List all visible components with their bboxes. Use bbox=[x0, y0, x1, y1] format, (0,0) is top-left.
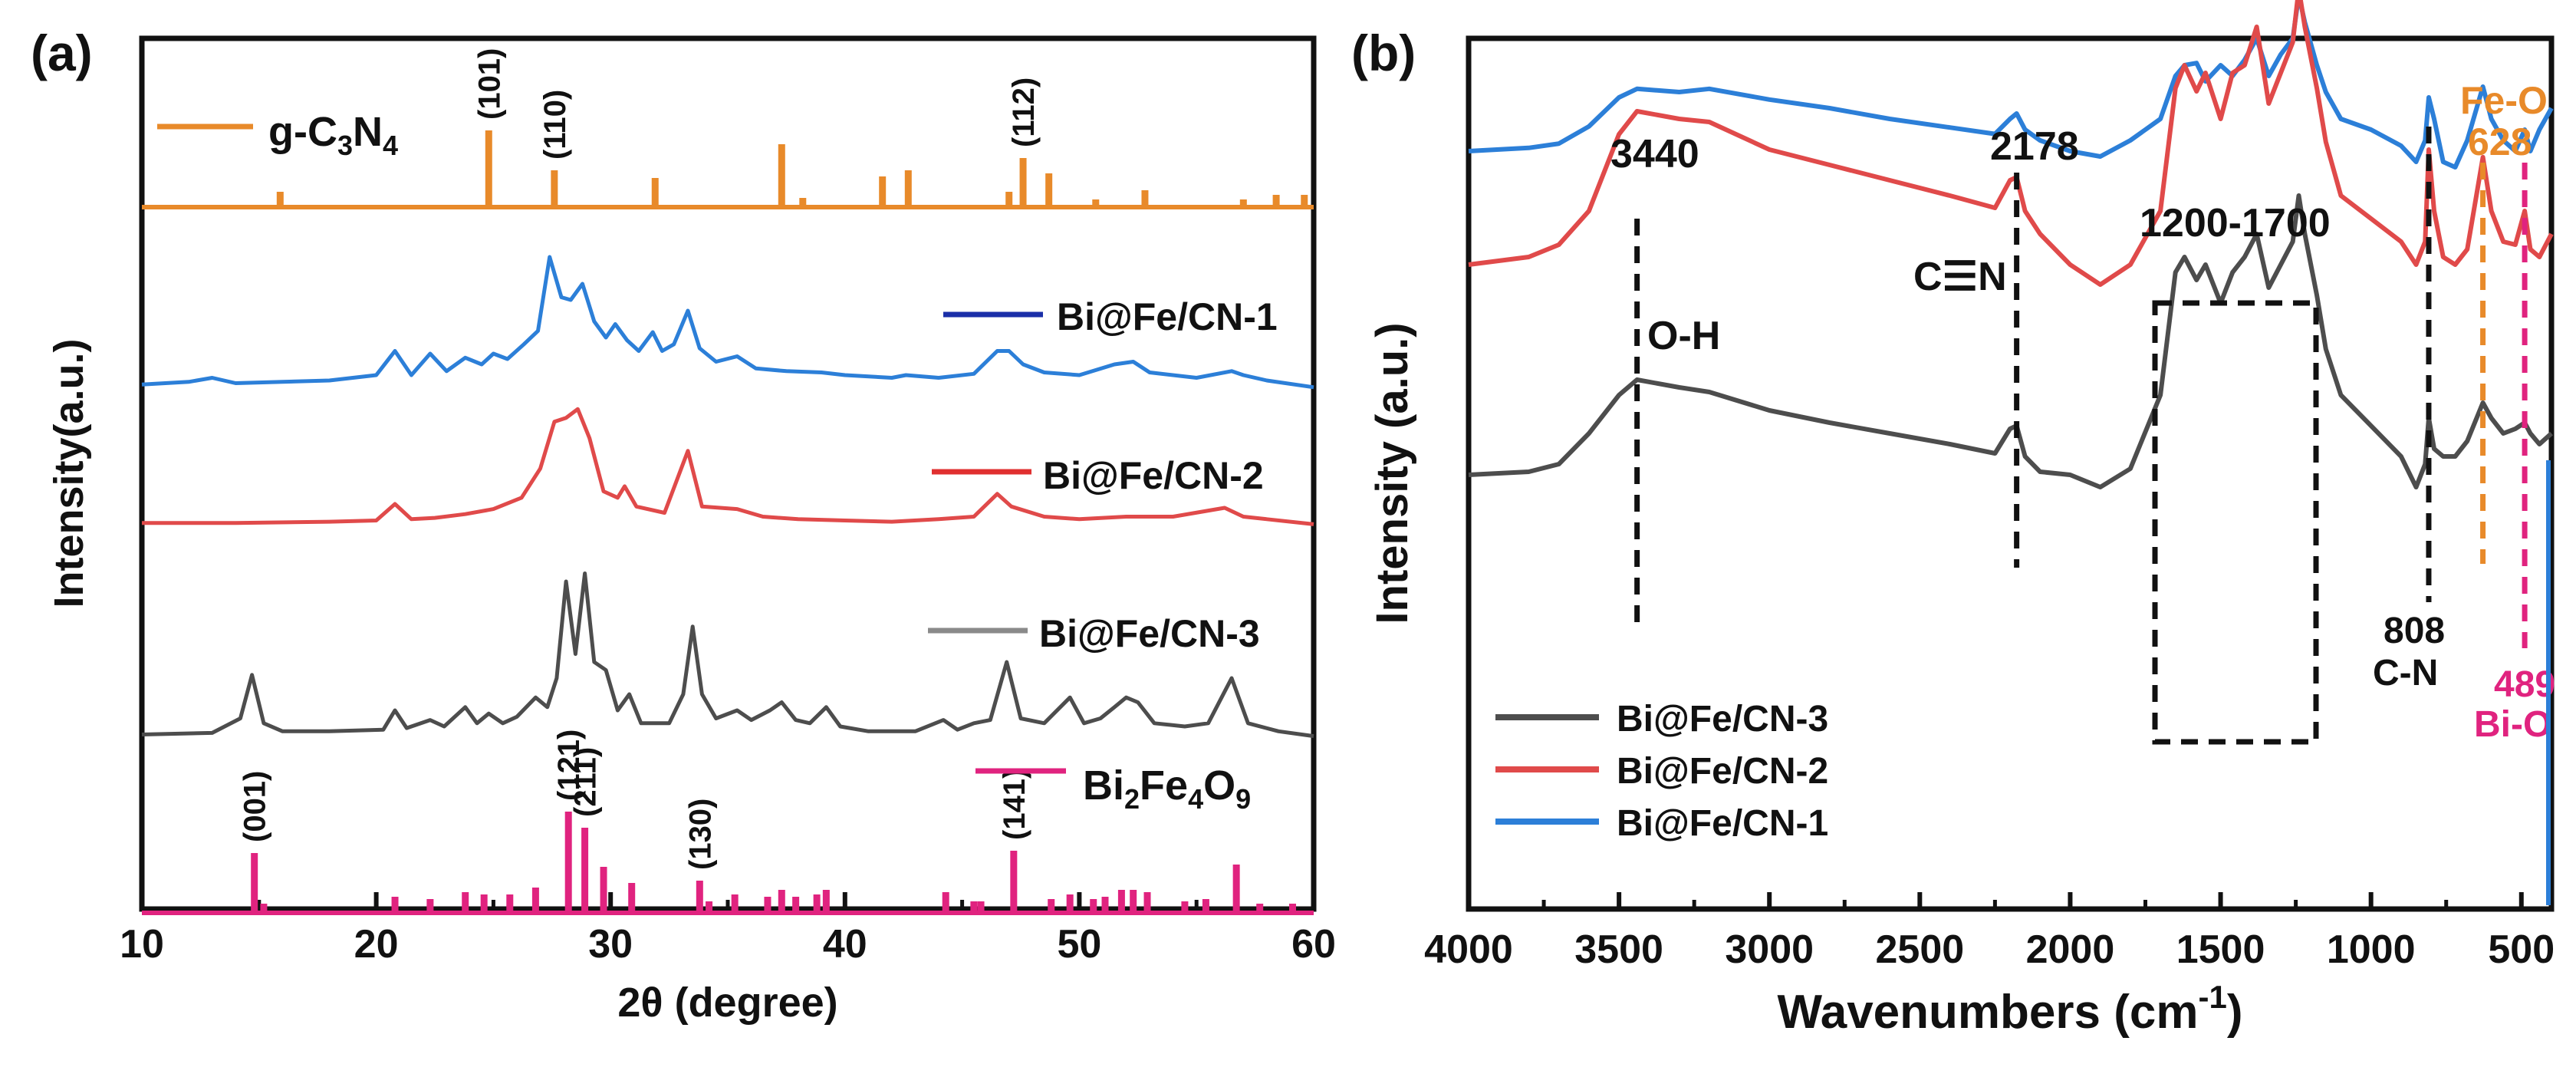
hkl-label: (211) bbox=[569, 747, 603, 817]
panel-a-x-ticks bbox=[140, 892, 1316, 909]
legend-label-bi-fe-cn-1: Bi@Fe/CN-1 bbox=[1057, 295, 1278, 338]
panel-a: (a) 10 20 30 40 50 60 2θ (degree) Intensity(a… bbox=[31, 25, 1336, 1026]
panel-b-x-axis-label: Wavenumbers (cm-1) bbox=[1778, 979, 2243, 1039]
annotation-3440: 3440 bbox=[1610, 132, 1699, 176]
panel-b-label: (b) bbox=[1351, 25, 1416, 81]
panel-b-x-tick-label: 2500 bbox=[1875, 927, 1964, 972]
xrd-line-bi-fe-cn-3 bbox=[141, 571, 1314, 739]
annotation-628: 628 bbox=[2468, 120, 2532, 163]
panel-a-x-tick-label: 40 bbox=[823, 922, 867, 967]
annotation-c-n: C-N bbox=[2373, 653, 2438, 693]
panel-a-x-tick-label: 20 bbox=[354, 922, 399, 967]
bi2fe4o9-reference-sticks bbox=[142, 812, 1314, 915]
panel-a-x-tick-label: 30 bbox=[588, 922, 633, 967]
xrd-line-bi-fe-cn-2 bbox=[142, 407, 1314, 526]
panel-b-x-tick-label: 3500 bbox=[1574, 927, 1663, 972]
annotation-bi-o: Bi-O bbox=[2474, 704, 2551, 745]
legend-label-bi-fe-cn-2: Bi@Fe/CN-2 bbox=[1043, 454, 1264, 497]
panel-a-x-tick-label: 50 bbox=[1057, 922, 1101, 967]
ftir-line-bi-fe-cn-2 bbox=[1468, 0, 2554, 287]
hkl-label: (101) bbox=[472, 48, 506, 120]
xrd-line-bi-fe-cn-1 bbox=[141, 255, 1314, 390]
panel-b-x-tick-label: 4000 bbox=[1424, 927, 1513, 972]
annotation-489: 489 bbox=[2494, 664, 2555, 705]
panel-a-x-tick-labels: 10 20 30 40 50 60 bbox=[120, 922, 1336, 967]
panel-b-x-tick-label: 500 bbox=[2488, 927, 2555, 972]
bi2fe4o9-hkl-labels: (001) (121)(211) (130) (141) bbox=[239, 730, 1031, 870]
hkl-label: (110) bbox=[538, 90, 572, 160]
annotation-c-triple-n: C☰N bbox=[1913, 255, 2007, 299]
panel-b-y-axis-label: Intensity (a.u.) bbox=[1367, 322, 1417, 624]
panel-a-x-tick-label: 60 bbox=[1291, 922, 1336, 967]
panel-a-y-axis-label: Intensity(a.u.) bbox=[46, 338, 92, 608]
legend-label-bi-fe-cn-3: Bi@Fe/CN-3 bbox=[1039, 612, 1260, 655]
annotation-1200-1700: 1200-1700 bbox=[2140, 201, 2331, 245]
gc3n4-hkl-labels: (101) (110) (112) bbox=[472, 48, 1041, 160]
ftir-line-bi-fe-cn-3 bbox=[1468, 193, 2553, 489]
gc3n4-legend-label: g-C3N4 bbox=[268, 109, 398, 161]
panel-b-x-tick-label: 2000 bbox=[2026, 927, 2115, 972]
panel-a-label: (a) bbox=[31, 25, 93, 81]
panel-a-x-tick-label: 10 bbox=[120, 922, 164, 967]
panel-b: (b) 4000 3500 3000 2500 2000 1500 1000 500 Wave… bbox=[1351, 0, 2555, 1039]
hkl-label: (141) bbox=[998, 769, 1031, 840]
legend-label-cn-3: Bi@Fe/CN-3 bbox=[1617, 699, 1828, 739]
gc3n4-reference-sticks bbox=[142, 130, 1314, 209]
bi2fe4o9-legend-label: Bi2Fe4O9 bbox=[1083, 763, 1251, 815]
legend-label-cn-2: Bi@Fe/CN-2 bbox=[1617, 751, 1828, 792]
hkl-label: (130) bbox=[683, 799, 717, 870]
panel-b-x-ticks bbox=[1466, 892, 2524, 909]
panel-b-x-tick-label: 3000 bbox=[1725, 927, 1814, 972]
panel-a-x-axis-label: 2θ (degree) bbox=[617, 980, 837, 1026]
annotation-2178: 2178 bbox=[1990, 124, 2079, 169]
annotation-oh: O-H bbox=[1647, 314, 1720, 358]
hkl-label: (121) bbox=[552, 730, 586, 801]
hkl-label: (001) bbox=[239, 771, 272, 842]
legend-label-cn-1: Bi@Fe/CN-1 bbox=[1617, 803, 1828, 844]
region-box-1200-1700 bbox=[2152, 300, 2319, 745]
annotation-fe-o: Fe-O bbox=[2460, 79, 2548, 122]
panel-b-x-tick-label: 1500 bbox=[2176, 927, 2265, 972]
annotation-808: 808 bbox=[2384, 611, 2445, 651]
hkl-label: (112) bbox=[1007, 77, 1041, 147]
panel-b-x-tick-label: 1000 bbox=[2327, 927, 2416, 972]
panel-b-x-tick-labels: 4000 3500 3000 2500 2000 1500 1000 500 bbox=[1424, 927, 2555, 972]
